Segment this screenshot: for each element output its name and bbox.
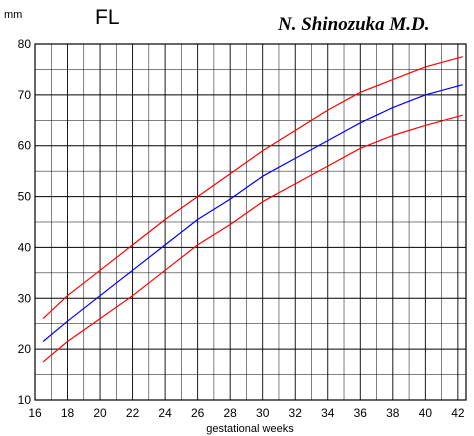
x-tick-label: 32 [289, 406, 303, 420]
x-tick-label: 26 [191, 406, 205, 420]
chart-title: FL [95, 6, 120, 29]
x-tick-label: 30 [256, 406, 270, 420]
y-tick-label: 20 [18, 342, 32, 356]
x-tick-labels: 16 18 20 22 24 26 28 30 32 34 36 38 40 42 [28, 406, 465, 420]
series-line-1 [42, 56, 463, 320]
x-tick-label: 42 [451, 406, 465, 420]
y-tick-label: 60 [18, 139, 32, 153]
x-tick-label: 40 [419, 406, 433, 420]
grid-lines [34, 43, 466, 401]
x-tick-label: 24 [158, 406, 172, 420]
x-tick-label: 38 [386, 406, 400, 420]
y-tick-label: 70 [18, 88, 32, 102]
series-line-2 [42, 84, 463, 342]
x-axis-label: gestational weeks [206, 423, 294, 435]
x-tick-label: 16 [28, 406, 42, 420]
x-tick-label: 18 [61, 406, 75, 420]
series-lines [42, 56, 463, 363]
y-tick-label: 80 [18, 37, 32, 51]
y-tick-label: 30 [18, 291, 32, 305]
x-tick-label: 22 [126, 406, 140, 420]
y-tick-label: 40 [18, 240, 32, 254]
x-tick-label: 28 [223, 406, 237, 420]
x-tick-label: 34 [321, 406, 335, 420]
x-tick-label: 36 [354, 406, 368, 420]
y-tick-label: 10 [18, 393, 32, 407]
x-tick-label: 20 [93, 406, 107, 420]
author-credit: N. Shinozuka M.D. [277, 14, 430, 35]
y-axis-unit-label: mm [4, 9, 22, 21]
series-line-3 [42, 114, 463, 363]
y-tick-labels: 10 20 30 40 50 60 70 80 [18, 37, 32, 407]
y-tick-label: 50 [18, 190, 32, 204]
plot-frame [34, 43, 467, 401]
